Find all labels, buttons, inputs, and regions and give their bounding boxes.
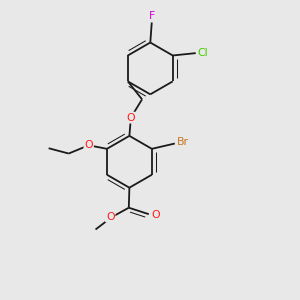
Text: O: O xyxy=(106,212,115,221)
Text: O: O xyxy=(151,210,160,220)
Text: Br: Br xyxy=(176,137,188,147)
Text: O: O xyxy=(127,112,135,123)
Text: O: O xyxy=(84,140,93,150)
Text: F: F xyxy=(148,11,155,21)
Text: Cl: Cl xyxy=(198,47,208,58)
